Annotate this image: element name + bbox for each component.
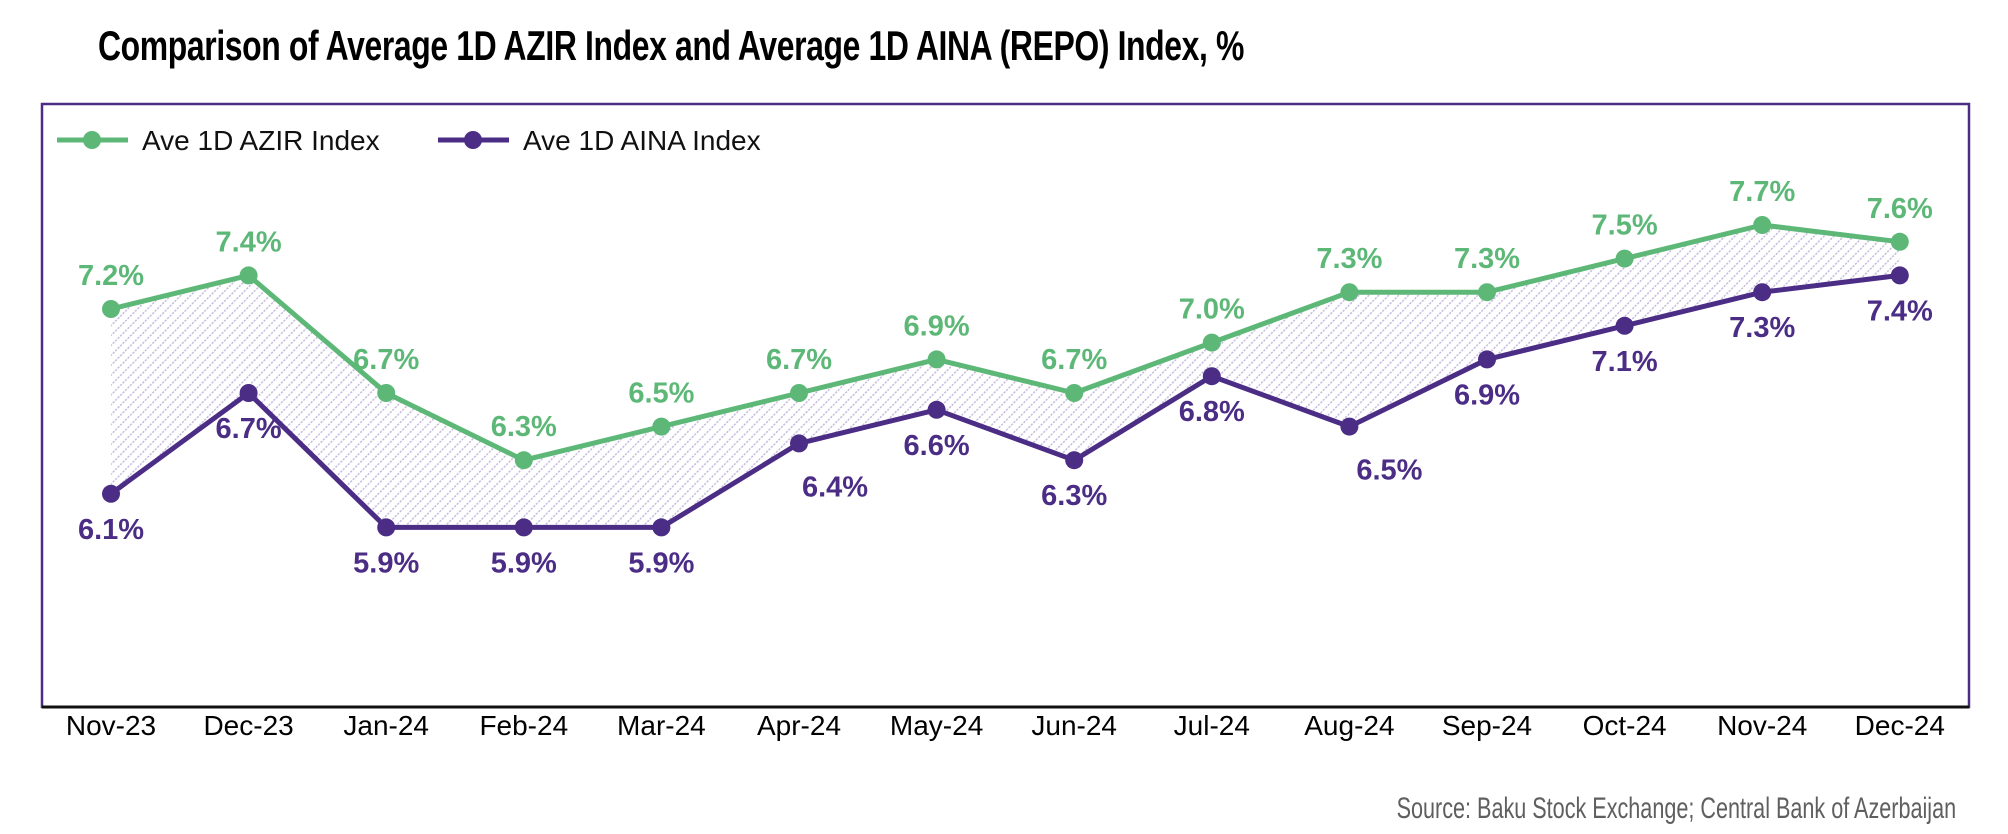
- data-label-azir: 7.5%: [1592, 210, 1658, 242]
- data-label-azir: 7.3%: [1316, 243, 1382, 275]
- data-label-aina: 6.7%: [216, 413, 282, 445]
- x-tick-label: Oct-24: [1583, 710, 1667, 741]
- data-point-aina[interactable]: [927, 400, 946, 419]
- data-point-aina[interactable]: [1615, 316, 1634, 335]
- x-tick-label: Mar-24: [617, 710, 706, 741]
- data-point-azir[interactable]: [1340, 283, 1359, 302]
- data-label-aina: 7.4%: [1867, 295, 1933, 327]
- data-point-azir[interactable]: [790, 384, 808, 402]
- series-line-azir: [110, 222, 1901, 463]
- data-point-azir[interactable]: [1202, 333, 1221, 352]
- data-label-aina: 6.3%: [1041, 480, 1107, 512]
- data-label-aina: 6.9%: [1454, 379, 1520, 411]
- data-point-aina[interactable]: [239, 384, 258, 402]
- data-label-azir: 7.4%: [216, 226, 282, 258]
- data-point-azir[interactable]: [239, 266, 258, 285]
- x-tick-label: Feb-24: [479, 710, 568, 741]
- legend-item-azir[interactable]: Ave 1D AZIR Index: [57, 125, 380, 156]
- x-tick-label: Sep-24: [1442, 710, 1532, 741]
- data-label-aina: 7.1%: [1592, 346, 1658, 378]
- data-label-azir: 7.3%: [1454, 243, 1520, 275]
- data-label-aina: 5.9%: [353, 547, 419, 579]
- data-point-aina[interactable]: [1202, 367, 1221, 386]
- x-tick-label: May-24: [890, 710, 983, 741]
- data-point-aina[interactable]: [377, 518, 396, 537]
- data-point-azir[interactable]: [1478, 283, 1496, 302]
- data-label-aina: 5.9%: [491, 547, 557, 579]
- x-tick-label: Dec-24: [1855, 710, 1945, 741]
- data-point-aina[interactable]: [652, 518, 671, 537]
- data-label-azir: 6.7%: [766, 344, 832, 376]
- data-point-azir[interactable]: [1753, 216, 1772, 234]
- x-tick-label: Nov-24: [1717, 710, 1807, 741]
- chart-title: Comparison of Average 1D AZIR Index and …: [98, 22, 1245, 69]
- legend-marker-azir: [83, 131, 101, 149]
- data-label-azir: 6.5%: [628, 378, 694, 410]
- x-tick-label: Jul-24: [1174, 710, 1250, 741]
- data-point-aina[interactable]: [1753, 283, 1772, 302]
- data-label-azir: 6.7%: [353, 344, 419, 376]
- x-tick-label: Apr-24: [757, 710, 841, 741]
- data-point-azir[interactable]: [514, 451, 533, 470]
- data-point-azir[interactable]: [1065, 384, 1084, 402]
- data-label-aina: 6.1%: [78, 514, 144, 546]
- legend-item-aina[interactable]: Ave 1D AINA Index: [438, 125, 761, 156]
- data-point-aina[interactable]: [1478, 350, 1496, 369]
- legend: Ave 1D AZIR Index Ave 1D AINA Index: [57, 125, 761, 156]
- series-line-aina: [109, 272, 1901, 530]
- data-label-aina: 6.4%: [802, 471, 868, 503]
- data-point-azir[interactable]: [1615, 249, 1634, 268]
- data-label-aina: 6.5%: [1356, 455, 1422, 487]
- data-point-aina[interactable]: [1340, 417, 1359, 436]
- data-point-azir[interactable]: [927, 350, 946, 369]
- x-tick-label: Aug-24: [1304, 710, 1394, 741]
- x-tick-label: Jun-24: [1031, 710, 1117, 741]
- data-point-azir[interactable]: [377, 384, 396, 402]
- data-point-aina[interactable]: [1890, 266, 1909, 285]
- source-note: Source: Baku Stock Exchange; Central Ban…: [1396, 792, 1956, 825]
- data-label-azir: 7.7%: [1729, 176, 1795, 208]
- data-label-aina: 6.6%: [904, 430, 970, 462]
- data-label-aina: 7.3%: [1729, 312, 1795, 344]
- x-tick-label: Nov-23: [66, 710, 156, 741]
- data-label-azir: 7.2%: [78, 260, 144, 292]
- data-point-aina[interactable]: [1065, 451, 1084, 470]
- data-point-aina[interactable]: [514, 518, 533, 537]
- legend-marker-aina: [464, 131, 482, 149]
- x-tick-label: Jan-24: [343, 710, 429, 741]
- data-label-azir: 7.0%: [1179, 294, 1245, 326]
- data-label-azir: 6.9%: [904, 310, 970, 342]
- data-point-azir[interactable]: [652, 417, 671, 436]
- legend-label-azir: Ave 1D AZIR Index: [142, 125, 380, 156]
- data-point-azir[interactable]: [102, 300, 120, 318]
- data-label-aina: 5.9%: [628, 547, 694, 579]
- data-label-aina: 6.8%: [1179, 396, 1245, 428]
- data-point-azir[interactable]: [1890, 232, 1909, 251]
- data-point-aina[interactable]: [790, 434, 808, 453]
- data-label-azir: 7.6%: [1867, 193, 1933, 225]
- data-label-azir: 6.3%: [491, 411, 557, 443]
- x-tick-label: Dec-23: [203, 710, 293, 741]
- legend-label-aina: Ave 1D AINA Index: [523, 125, 761, 156]
- data-point-aina[interactable]: [102, 484, 120, 503]
- data-label-azir: 6.7%: [1041, 344, 1107, 376]
